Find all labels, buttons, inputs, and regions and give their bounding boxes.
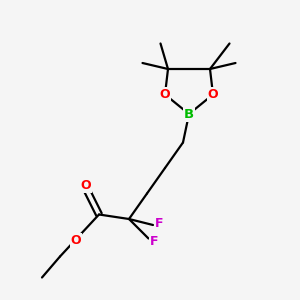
Text: O: O [160, 88, 170, 101]
Text: O: O [208, 88, 218, 101]
Text: B: B [184, 107, 194, 121]
Text: O: O [80, 178, 91, 192]
Text: F: F [150, 235, 159, 248]
Text: O: O [70, 234, 81, 248]
Text: F: F [155, 217, 163, 230]
